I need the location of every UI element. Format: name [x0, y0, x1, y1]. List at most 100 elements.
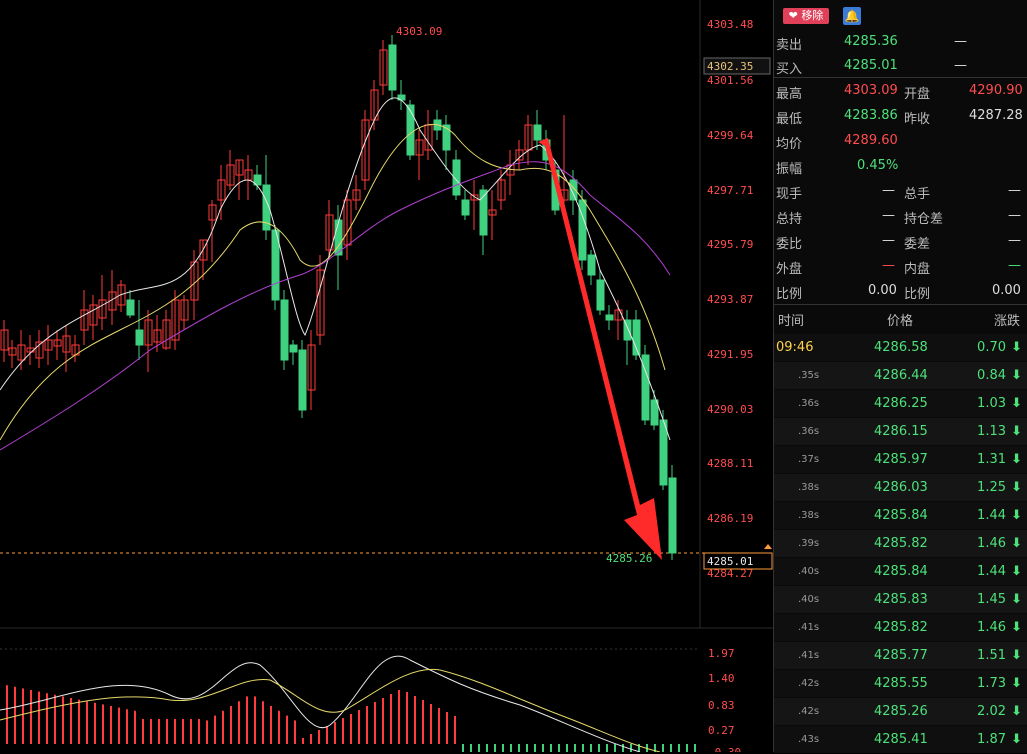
- tick-change: 0.70: [977, 340, 1006, 355]
- macd-bar: [654, 744, 656, 752]
- price-marker-icon: [764, 544, 772, 549]
- price-tick-label: 4284.27: [707, 567, 753, 580]
- macd-bar: [422, 700, 424, 744]
- tick-change: 1.46: [977, 536, 1006, 551]
- candle-body: [80, 309, 89, 331]
- candle-body: [117, 284, 126, 306]
- macd-bar: [62, 696, 64, 744]
- macd-bar: [454, 716, 456, 744]
- bell-icon[interactable]: 🔔: [843, 7, 861, 25]
- candle-body: [452, 159, 461, 196]
- macd-bar: [46, 693, 48, 744]
- candlestick-chart[interactable]: 4303.48 4301.56 4299.64 4297.71 4295.79 4293.…: [0, 0, 773, 752]
- high-price-annotation: 4303.09: [396, 25, 442, 38]
- candle-body: [316, 269, 325, 336]
- tick-row: .35s 4286.44 0.84 ⬇: [774, 362, 1027, 390]
- indicator-tick-label: 0.27: [708, 724, 735, 737]
- candle-body: [632, 319, 641, 356]
- candle-body: [53, 339, 62, 347]
- cursor-price-box: [703, 57, 771, 75]
- current-price-label: 4285.01: [707, 555, 753, 568]
- macd-bar: [574, 744, 576, 752]
- macd-bar: [126, 709, 128, 744]
- candle-body: [578, 199, 587, 261]
- down-arrow-icon: ⬇: [1011, 340, 1022, 355]
- macd-bar: [526, 744, 528, 752]
- quote-panel: ❤ 移除 🔔 卖出 4285.36 — 买入 4285.01 — 最高 4303…: [773, 0, 1027, 753]
- macd-bar: [158, 719, 160, 744]
- macd-line-yellow: [0, 668, 661, 752]
- macd-bar: [222, 710, 224, 744]
- tick-time: .37s: [798, 454, 820, 465]
- price-tick-label: 4299.64: [707, 129, 754, 142]
- ma-line-purple: [0, 161, 671, 451]
- macd-bar: [390, 694, 392, 744]
- macd-bar: [342, 718, 344, 744]
- macd-bar: [54, 694, 56, 744]
- macd-bar: [398, 690, 400, 744]
- candle-body: [641, 354, 650, 421]
- macd-bar: [150, 719, 152, 744]
- tick-price: 4285.55: [874, 676, 928, 691]
- macd-bar: [238, 701, 240, 744]
- macd-bar: [486, 744, 488, 752]
- macd-bar: [22, 688, 24, 744]
- macd-bar: [366, 706, 368, 744]
- candle-body: [208, 204, 217, 221]
- tick-change: 1.51: [977, 648, 1006, 663]
- macd-line-white: [0, 655, 641, 752]
- macd-bar: [278, 710, 280, 744]
- remove-watchlist-button[interactable]: ❤ 移除: [783, 8, 829, 24]
- candle-body: [479, 189, 488, 236]
- tick-time: .35s: [798, 370, 820, 381]
- current-price-box: [703, 552, 773, 570]
- macd-bar: [446, 712, 448, 744]
- candle-body: [126, 299, 135, 316]
- tick-price: 4285.77: [874, 648, 928, 663]
- macd-bar: [542, 744, 544, 752]
- down-arrow-icon: ⬇: [1011, 452, 1022, 467]
- candle-body: [35, 341, 44, 359]
- macd-bar: [318, 730, 320, 744]
- candle-body: [235, 159, 244, 176]
- candle-body: [171, 299, 180, 341]
- candle-body: [144, 319, 153, 346]
- macd-bar: [198, 719, 200, 744]
- tick-change: 1.13: [977, 424, 1006, 439]
- tick-change: 2.02: [977, 704, 1006, 719]
- tick-price: 4286.58: [874, 340, 928, 355]
- macd-bar: [614, 744, 616, 752]
- down-arrow-icon: ⬇: [1011, 396, 1022, 411]
- down-arrow-icon: ⬇: [1011, 732, 1022, 747]
- tick-row: .37s 4285.97 1.31 ⬇: [774, 446, 1027, 474]
- macd-bar: [262, 701, 264, 744]
- macd-bar: [182, 719, 184, 744]
- candle-body: [406, 104, 415, 156]
- candle-body: [488, 209, 497, 216]
- bid-row: 委比 — 委差 —: [776, 233, 1021, 252]
- tick-price: 4286.25: [874, 396, 928, 411]
- candle-body: [307, 344, 316, 391]
- tick-row: .42s 4285.55 1.73 ⬇: [774, 670, 1027, 698]
- macd-bar: [142, 719, 144, 744]
- macd-bar: [254, 696, 256, 744]
- tick-row: .40s 4285.83 1.45 ⬇: [774, 586, 1027, 614]
- price-tick-label: 4288.11: [707, 457, 753, 470]
- macd-bar: [334, 722, 336, 744]
- ticks-header: 时间 价格 涨跌: [778, 314, 1021, 329]
- macd-bar: [30, 690, 32, 744]
- candle-body: [62, 335, 71, 353]
- macd-bar: [438, 708, 440, 744]
- macd-bar: [670, 744, 672, 752]
- macd-bar: [686, 744, 688, 752]
- tick-price: 4286.44: [874, 368, 928, 383]
- tick-time: .38s: [798, 482, 820, 493]
- outer-inner-row: 外盘 — 内盘 —: [776, 258, 1021, 277]
- macd-bar: [166, 719, 168, 744]
- tick-change: 1.03: [977, 396, 1006, 411]
- down-arrow-icon: ⬇: [1011, 424, 1022, 439]
- tick-price: 4285.82: [874, 620, 928, 635]
- tick-time: .36s: [798, 426, 820, 437]
- tick-price: 4285.41: [874, 732, 928, 747]
- candle-body: [379, 49, 388, 86]
